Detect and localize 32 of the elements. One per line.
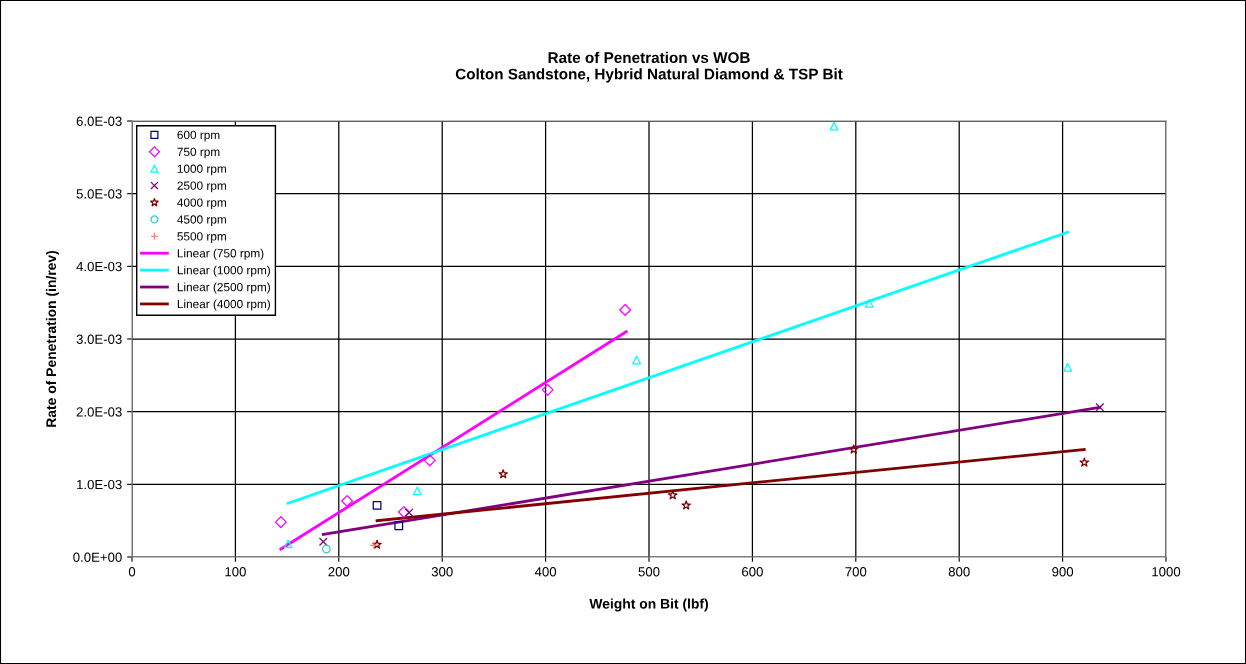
legend-label: 2500 rpm (177, 181, 226, 193)
x-tick-label: 0 (128, 567, 136, 577)
legend-label: Linear (750 rpm) (177, 248, 264, 260)
y-tick-label: 0.0E+00 (73, 552, 122, 562)
x-tick-label: 900 (1052, 567, 1074, 577)
x-tick-label: 400 (534, 567, 557, 577)
y-tick-label: 5.0E-03 (76, 189, 122, 199)
x-axis-title: Weight on Bit (lbf) (589, 598, 708, 612)
y-tick-label: 1.0E-03 (77, 479, 122, 490)
legend-label: Linear (2500 rpm) (177, 282, 270, 294)
chart-title: Rate of Penetration vs WOB Colton Sandstone, Hybrid Natural Diamond & TSP Bit (455, 51, 843, 83)
x-tick-label: 1000 (1152, 567, 1181, 577)
legend-label: 750 rpm (177, 147, 220, 159)
x-tick-label: 200 (328, 567, 350, 577)
x-tick-label: 500 (638, 567, 660, 577)
legend-label: Linear (1000 rpm) (177, 265, 270, 277)
x-tick-label: 300 (431, 567, 453, 577)
legend-label: 5500 rpm (177, 232, 226, 243)
x-tick-label: 800 (948, 567, 970, 577)
legend-label: 4000 rpm (177, 198, 226, 210)
legend-label: 600 rpm (177, 130, 220, 142)
y-axis-title: Rate of Penetration (in/rev) (45, 250, 59, 427)
y-tick-label: 4.0E-03 (76, 261, 122, 272)
x-tick-label: 700 (845, 567, 867, 577)
y-tick-label: 2.0E-03 (76, 407, 122, 417)
y-tick-label: 3.0E-03 (76, 334, 122, 344)
x-tick-label: 100 (225, 567, 246, 577)
x-tick-label: 600 (742, 567, 763, 577)
legend-label: Linear (4000 rpm) (177, 299, 270, 311)
legend-label: 1000 rpm (177, 164, 226, 176)
legend-label: 4500 rpm (177, 215, 226, 226)
y-tick-label: 6.0E-03 (76, 116, 122, 126)
